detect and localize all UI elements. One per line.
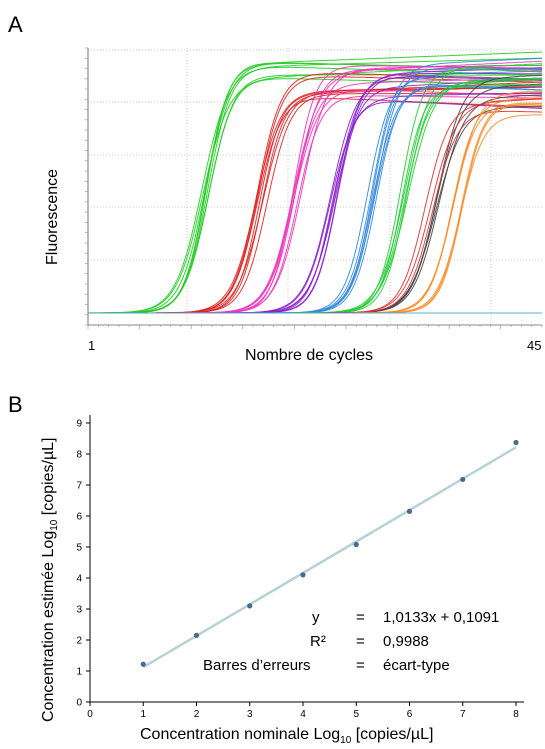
y-tick-label: 8 xyxy=(76,450,82,461)
y-tick-label: 0 xyxy=(76,698,82,709)
x-tick-label: 6 xyxy=(407,709,413,720)
panel-b-y-title-unit: [copies/µL] xyxy=(40,437,57,520)
panel-b-y-title-sub: 10 xyxy=(49,519,61,531)
error-bars-value: écart-type xyxy=(383,657,450,674)
y-tick-label: 4 xyxy=(76,574,82,585)
equation-y-value: 1,0133x + 0,1091 xyxy=(383,609,500,626)
panel-a-x-axis-title: Nombre de cycles xyxy=(245,347,374,364)
y-tick-label: 5 xyxy=(76,543,82,554)
data-point xyxy=(460,476,466,483)
equation-y-equals: = xyxy=(356,609,365,626)
x-tick-label: 1 xyxy=(140,709,146,720)
error-bars-label: Barres d’erreurs xyxy=(203,657,311,674)
panel-b-x-title-main: Concentration nominale Log xyxy=(140,726,341,743)
equation-r2-label: R² xyxy=(310,633,326,650)
panel-a-x-tick-max: 45 xyxy=(527,338,542,353)
panel-b-letter: B xyxy=(8,392,23,417)
equation-y-label: y xyxy=(312,609,320,626)
data-point xyxy=(300,572,306,578)
x-tick-label: 2 xyxy=(194,709,200,720)
panel-a-x-tick-min: 1 xyxy=(88,338,96,353)
y-tick-label: 1 xyxy=(76,667,82,678)
regression-line xyxy=(142,446,517,669)
data-point xyxy=(353,541,359,548)
y-tick-label: 9 xyxy=(76,419,82,430)
data-point xyxy=(406,508,413,514)
panel-b-x-axis-title: Concentration nominale Log10 [copies/µL] xyxy=(140,726,433,746)
x-tick-label: 7 xyxy=(460,709,466,720)
y-tick-label: 3 xyxy=(76,605,82,616)
data-point xyxy=(513,439,519,446)
panel-b-y-axis-title: Concentration estimée Log10 [copies/µL] xyxy=(40,437,60,722)
data-point xyxy=(247,603,253,609)
panel-b-x-title-unit: [copies/µL] xyxy=(351,726,434,743)
y-tick-label: 2 xyxy=(76,636,82,647)
x-tick-label: 3 xyxy=(247,709,253,720)
panel-b-x-title-sub: 10 xyxy=(340,735,352,747)
equation-r2-equals: = xyxy=(356,633,365,650)
error-bars-equals: = xyxy=(356,657,365,674)
panel-b-y-title-main: Concentration estimée Log xyxy=(40,530,57,722)
amplification-chart xyxy=(85,47,543,329)
data-point xyxy=(193,632,200,638)
data-point xyxy=(140,661,146,667)
x-tick-label: 4 xyxy=(300,709,306,720)
x-tick-label: 0 xyxy=(87,709,93,720)
y-tick-label: 6 xyxy=(76,512,82,523)
equation-r2-value: 0,9988 xyxy=(383,633,429,650)
x-tick-label: 8 xyxy=(513,709,519,720)
x-tick-label: 5 xyxy=(353,709,359,720)
y-tick-label: 7 xyxy=(76,481,82,492)
panel-a-y-axis-title: Fluorescence xyxy=(44,168,61,265)
panel-a-letter: A xyxy=(8,12,23,37)
